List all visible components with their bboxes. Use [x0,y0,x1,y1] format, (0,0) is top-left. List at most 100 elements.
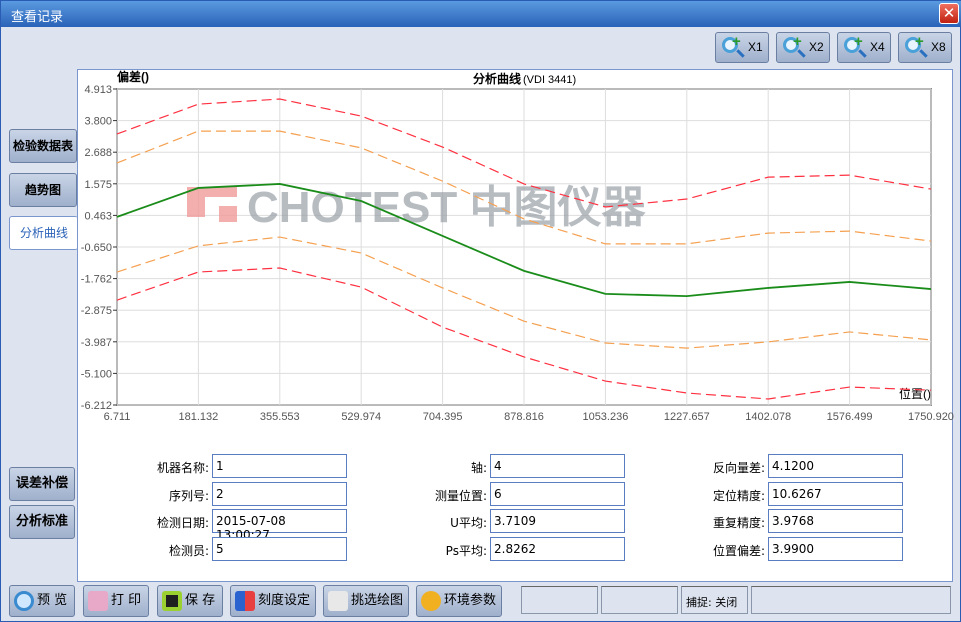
field-label: 重复精度: [712,516,765,530]
tab-inspection-data[interactable]: 检验数据表 [9,129,77,163]
y-tick-label: -3.987 [81,337,112,349]
zoom-in-icon [722,37,738,53]
y-tick-label: 4.913 [84,84,112,96]
x-axis-label: 位置() [899,386,931,401]
field-label: U平均: [450,516,487,530]
field-value[interactable]: 1 [212,454,347,478]
field-label: 反向量差: [712,461,765,475]
zoom-label: X4 [870,40,885,54]
x-tick-label: 1227.657 [664,411,710,423]
y-axis-label: 偏差() [117,69,149,84]
chart-title: 分析曲线 [473,71,521,86]
zoom-in-icon [905,37,921,53]
field-label: 检测员: [168,544,209,558]
field-label: 机器名称: [156,461,209,475]
info-field: 检测日期: 2015-07-08 13:00:27 [47,509,347,542]
zoom-x2-button[interactable]: + X2 [776,32,830,63]
info-field: 重复精度: 3.9768 [603,509,903,533]
save-button[interactable]: 保 存 [157,585,223,617]
field-value[interactable]: 2.8262 [490,537,625,561]
scale-icon [235,591,255,611]
button-label: 保 存 [185,593,216,608]
close-icon[interactable]: ✕ [939,3,959,24]
field-label: 测量位置: [434,489,487,503]
status-field-2 [601,586,678,614]
y-tick-label: -0.650 [81,242,112,254]
field-label: 序列号: [168,489,209,503]
printer-icon [88,591,108,611]
field-value[interactable]: 2 [212,482,347,506]
scale-setting-button[interactable]: 刻度设定 [230,585,316,617]
status-field-4 [751,586,951,614]
field-value[interactable]: 4 [490,454,625,478]
y-tick-label: 1.575 [84,179,112,191]
info-field: 测量位置: 6 [325,482,625,506]
x-tick-label: 6.711 [104,411,131,423]
field-value[interactable]: 10.6267 [768,482,903,506]
info-field: Ps平均: 2.8262 [325,537,625,561]
x-tick-label: 181.132 [179,411,219,423]
x-tick-label: 355.553 [260,411,300,423]
button-label: 打 印 [111,593,142,608]
zoom-label: X8 [931,40,946,54]
field-value[interactable]: 4.1200 [768,454,903,478]
tab-analysis-curve[interactable]: 分析曲线 [9,216,78,250]
zoom-x4-button[interactable]: + X4 [837,32,891,63]
pointer-icon [328,591,348,611]
y-tick-label: 2.688 [84,147,112,159]
y-tick-label: 0.463 [84,210,112,222]
x-tick-label: 1402.078 [745,411,791,423]
y-tick-label: -5.100 [81,368,112,380]
preview-button[interactable]: 预 览 [9,585,75,617]
button-label: 刻度设定 [258,593,311,608]
magnifier-icon [14,591,34,611]
info-field: 序列号: 2 [47,482,347,506]
save-icon [162,591,182,611]
info-field: U平均: 3.7109 [325,509,625,533]
x-tick-label: 529.974 [341,411,381,423]
field-label: Ps平均: [445,544,487,558]
analysis-chart: 偏差() 分析曲线 (VDI 3441) 位置() CHOTEST 中图仪器 6… [81,69,954,423]
x-tick-label: 1576.499 [827,411,873,423]
button-label: 环境参数 [444,593,497,608]
field-label: 轴: [470,461,487,475]
capture-status: 捕捉: 关闭 [681,586,748,614]
info-field: 轴: 4 [325,454,625,478]
info-field: 检测员: 5 [47,537,347,561]
title-bar: 查看记录 ✕ [1,1,961,27]
x-tick-label: 878.816 [504,411,544,423]
error-compensation-button[interactable]: 误差补偿 [9,467,75,501]
info-field: 机器名称: 1 [47,454,347,478]
field-value[interactable]: 3.9768 [768,509,903,533]
zoom-x1-button[interactable]: + X1 [715,32,769,63]
y-tick-label: -6.212 [81,400,112,412]
x-tick-label: 704.395 [423,411,463,423]
info-field: 位置偏差: 3.9900 [603,537,903,561]
y-tick-label: -2.875 [81,305,112,317]
field-label: 位置偏差: [712,544,765,558]
x-tick-label: 1750.920 [908,411,954,423]
field-value[interactable]: 3.7109 [490,509,625,533]
x-tick-label: 1053.236 [582,411,628,423]
print-button[interactable]: 打 印 [83,585,149,617]
zoom-x8-button[interactable]: + X8 [898,32,952,63]
info-field: 反向量差: 4.1200 [603,454,903,478]
field-value[interactable]: 6 [490,482,625,506]
weather-icon [421,591,441,611]
button-label: 挑选绘图 [351,593,404,608]
chart-subtitle: (VDI 3441) [523,74,576,86]
environment-params-button[interactable]: 环境参数 [416,585,502,617]
window-title: 查看记录 [11,10,64,25]
zoom-in-icon [844,37,860,53]
tab-trend[interactable]: 趋势图 [9,173,77,207]
analysis-standard-button[interactable]: 分析标准 [9,505,75,539]
field-label: 检测日期: [156,516,209,530]
button-label: 预 览 [37,593,68,608]
field-value[interactable]: 3.9900 [768,537,903,561]
info-field: 定位精度: 10.6267 [603,482,903,506]
field-label: 定位精度: [712,489,765,503]
field-value[interactable]: 5 [212,537,347,561]
zoom-in-icon [783,37,799,53]
select-plot-button[interactable]: 挑选绘图 [323,585,409,617]
status-field-1 [521,586,598,614]
